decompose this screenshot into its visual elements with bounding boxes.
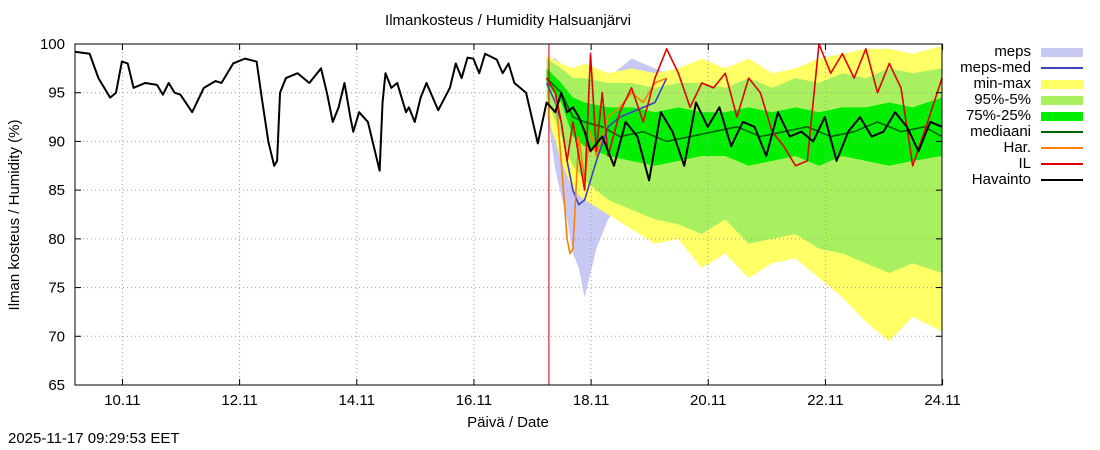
series-har- <box>545 77 667 255</box>
legend-swatch <box>1041 96 1083 105</box>
x-tick-label: 14.11 <box>339 392 375 409</box>
legend-label: 75%-25% <box>966 107 1031 124</box>
x-axis-ticks: 10.11 12.11 14.11 16.11 18.11 20.11 22.11 24.11 <box>104 44 961 409</box>
legend-label: meps-med <box>960 59 1031 76</box>
series-lines <box>74 43 943 385</box>
legend: mepsmeps-medmin-max95%-5%75%-25%mediaani… <box>960 43 1083 188</box>
legend-label: 95%-5% <box>974 91 1031 108</box>
x-tick-label: 18.11 <box>573 392 609 409</box>
y-tick-label: 90 <box>48 133 65 150</box>
legend-label: min-max <box>973 75 1031 92</box>
y-axis-ticks: 65 70 75 80 85 90 95 100 <box>40 36 942 394</box>
series-havainto <box>74 50 943 182</box>
y-tick-label: 95 <box>48 85 65 102</box>
x-tick-label: 22.11 <box>807 392 843 409</box>
legend-label: Har. <box>1003 139 1031 156</box>
legend-swatch <box>1041 48 1083 57</box>
series-il <box>545 43 943 191</box>
x-tick-label: 10.11 <box>104 392 140 409</box>
chart-title: Ilmankosteus / Humidity Halsuanjärvi <box>385 12 631 29</box>
y-tick-label: 75 <box>48 280 65 297</box>
x-tick-label: 24.11 <box>924 392 960 409</box>
y-tick-label: 70 <box>48 328 65 345</box>
y-tick-label: 80 <box>48 231 65 248</box>
x-tick-label: 12.11 <box>221 392 257 409</box>
y-tick-label: 85 <box>48 182 65 199</box>
grid-lines <box>75 44 942 385</box>
x-tick-label: 16.11 <box>456 392 492 409</box>
timestamp: 2025-11-17 09:29:53 EET <box>8 430 180 447</box>
legend-swatch <box>1041 112 1083 121</box>
legend-label: meps <box>994 43 1031 60</box>
y-tick-label: 65 <box>48 377 65 394</box>
x-tick-label: 20.11 <box>690 392 726 409</box>
legend-label: IL <box>1018 155 1031 172</box>
y-axis-label: Ilman kosteus / Humidity (%) <box>6 120 23 311</box>
legend-label: Havainto <box>972 171 1031 188</box>
plot-frame <box>74 43 943 386</box>
y-tick-label: 100 <box>40 36 65 53</box>
x-axis-label: Päivä / Date <box>467 414 549 431</box>
legend-label: mediaani <box>970 123 1031 140</box>
legend-swatch <box>1041 80 1083 89</box>
